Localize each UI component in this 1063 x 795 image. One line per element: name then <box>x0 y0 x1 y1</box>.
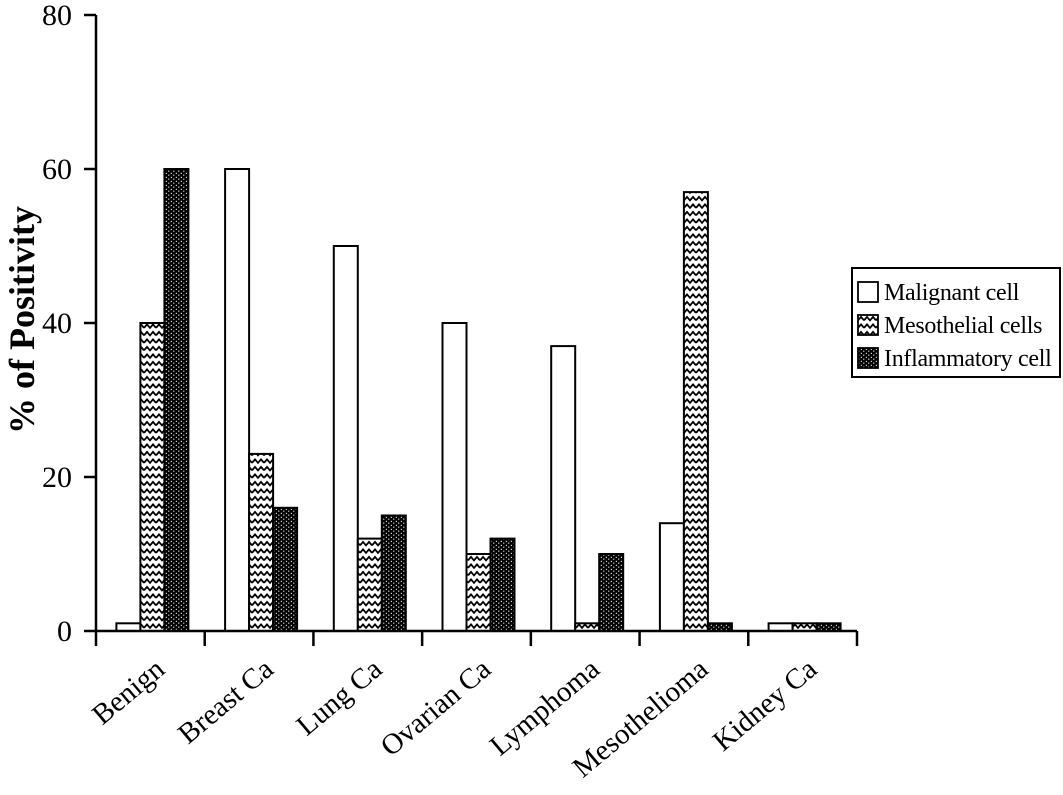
bar <box>489 537 516 632</box>
y-tick-label: 40 <box>42 307 72 340</box>
bars-layer <box>115 168 842 633</box>
bar <box>248 452 275 632</box>
legend-item: Malignant cell <box>857 280 1020 306</box>
bar <box>224 168 251 632</box>
y-axis-title: % of Positivity <box>2 206 42 434</box>
bar <box>272 506 299 632</box>
legend-label: Malignant cell <box>884 280 1020 306</box>
x-category-label: Kidney Ca <box>707 653 823 758</box>
bar <box>163 168 190 632</box>
bar <box>658 522 685 633</box>
legend-item: Mesothelial cells <box>857 313 1043 339</box>
x-category-label: Lung Ca <box>291 653 389 742</box>
legend-swatch-white <box>857 281 879 303</box>
legend-item: Inflammatory cell <box>857 346 1052 372</box>
legend-box <box>851 267 1061 378</box>
y-tick-label: 20 <box>42 461 72 494</box>
y-tick-label: 0 <box>57 615 72 648</box>
bar <box>682 191 709 632</box>
x-category-label: Breast Ca <box>172 653 280 751</box>
bar <box>550 345 577 632</box>
legend-label: Mesothelial cells <box>884 313 1042 339</box>
legend-swatch-zigzag <box>857 314 879 336</box>
y-tick-label: 80 <box>42 0 72 32</box>
bar <box>356 537 383 632</box>
bar <box>598 553 625 632</box>
legend-label: Inflammatory cell <box>884 346 1052 372</box>
bar <box>139 322 166 632</box>
bar <box>465 553 492 632</box>
legend: Malignant cell Mesothelial cells Inflammat… <box>851 267 1061 378</box>
bar <box>441 322 468 632</box>
legend-swatch-dots <box>857 347 879 369</box>
bar <box>332 245 359 632</box>
y-tick-label: 60 <box>42 153 72 186</box>
x-category-label: Benign <box>86 653 171 732</box>
x-category-label: Ovarian Ca <box>375 653 497 763</box>
axes-layer <box>84 13 859 646</box>
bar <box>380 514 407 632</box>
